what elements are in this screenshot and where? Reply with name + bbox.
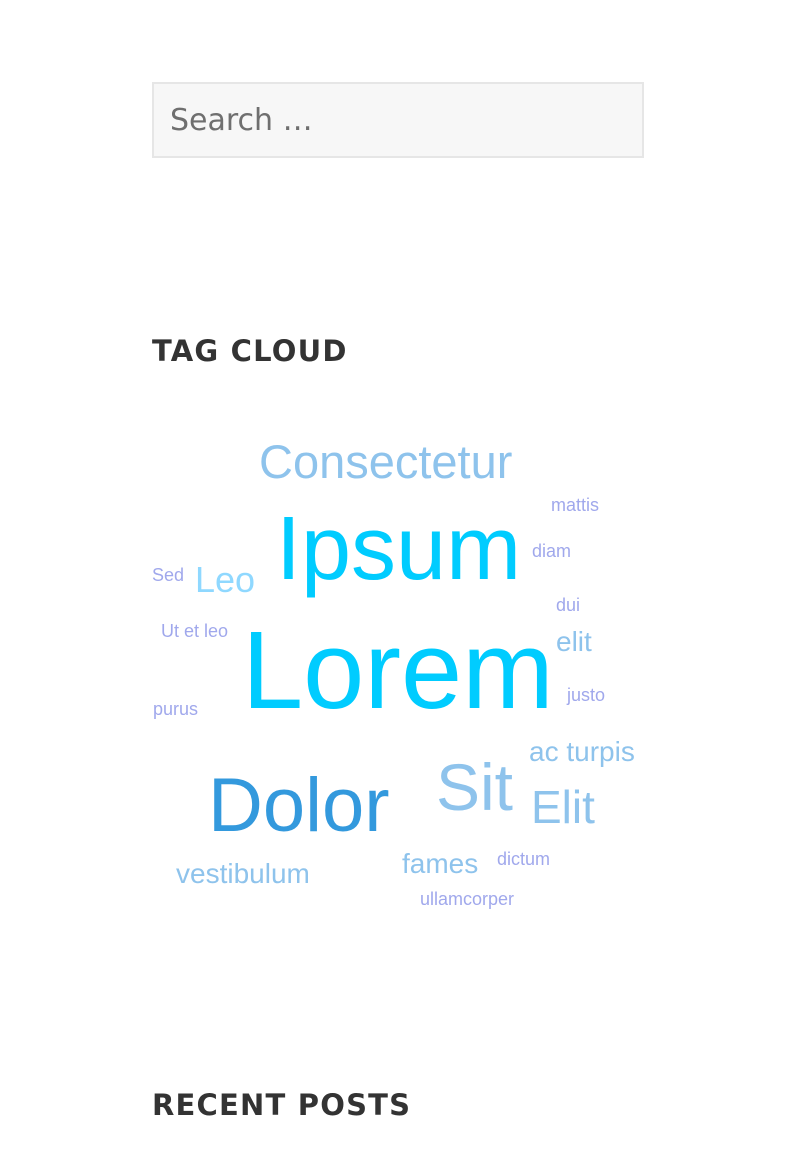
- tag-vestibulum[interactable]: vestibulum: [176, 858, 310, 889]
- tag-elit-lower[interactable]: elit: [556, 626, 592, 657]
- tag-dui[interactable]: dui: [556, 595, 581, 615]
- tag-elit-capital[interactable]: Elit: [531, 781, 595, 833]
- tag-cloud-title: TAG CLOUD: [152, 334, 348, 368]
- tag-sit[interactable]: Sit: [436, 750, 514, 824]
- tag-diam[interactable]: diam: [532, 541, 572, 561]
- tag-dolor[interactable]: Dolor: [208, 763, 390, 848]
- tag-ipsum[interactable]: Ipsum: [276, 499, 522, 599]
- tag-justo[interactable]: justo: [567, 685, 606, 705]
- tag-ac-turpis[interactable]: ac turpis: [529, 736, 635, 767]
- tag-sed[interactable]: Sed: [152, 565, 185, 585]
- tag-dictum[interactable]: dictum: [497, 849, 551, 869]
- search-input[interactable]: [154, 84, 642, 156]
- tag-lorem[interactable]: Lorem: [242, 609, 554, 732]
- tag-fames[interactable]: fames: [402, 848, 479, 879]
- tag-consectetur[interactable]: Consectetur: [259, 435, 513, 488]
- tag-ut-et-leo[interactable]: Ut et leo: [161, 621, 229, 641]
- tag-leo[interactable]: Leo: [195, 559, 256, 600]
- search-form: [152, 82, 644, 158]
- tag-purus[interactable]: purus: [153, 699, 199, 719]
- tag-ullamcorper[interactable]: ullamcorper: [420, 889, 515, 909]
- tag-mattis[interactable]: mattis: [551, 495, 600, 515]
- recent-posts-title: RECENT POSTS: [152, 1088, 412, 1122]
